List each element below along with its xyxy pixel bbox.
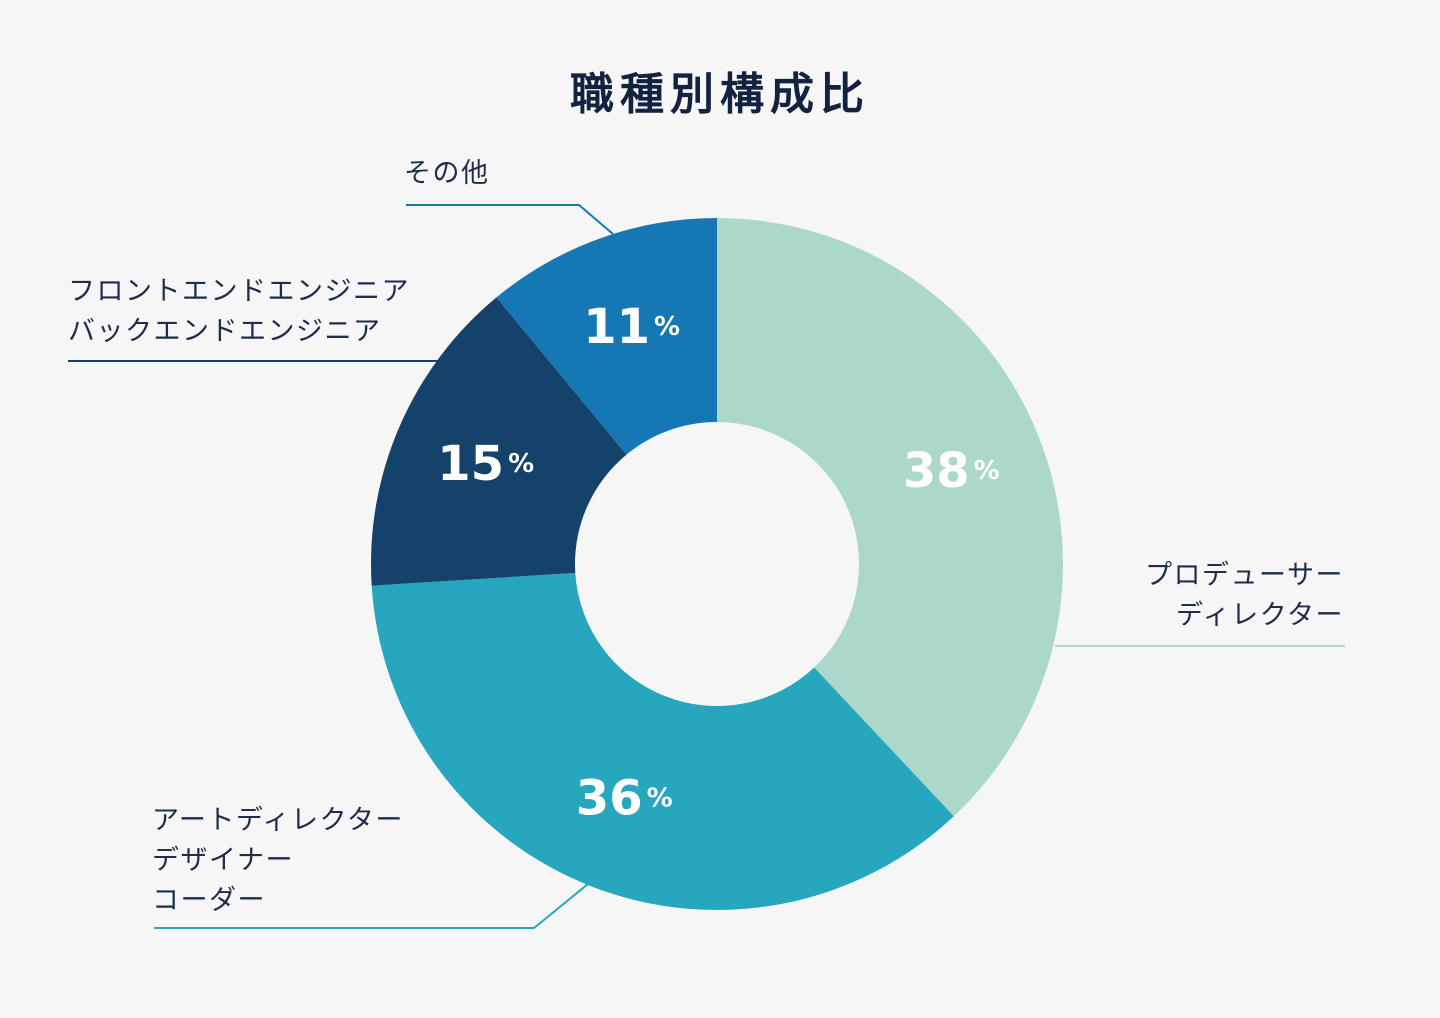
leader-line-art xyxy=(154,883,589,929)
slice-value-label-0: 38% xyxy=(903,443,1000,499)
slice-label-art-designer-coder: アートディレクター デザイナー コーダー xyxy=(152,801,404,921)
donut-slice-1 xyxy=(371,572,954,910)
slice-value-label-1: 36% xyxy=(576,770,673,826)
slice-label-line: アートディレクター xyxy=(152,805,404,836)
slice-label-line: デザイナー xyxy=(152,845,294,876)
slice-label-producer-director: プロデューサー ディレクター xyxy=(1145,556,1344,636)
donut-slice-0 xyxy=(717,218,1063,817)
leader-line-other xyxy=(406,204,614,235)
chart-title: 職種別構成比 xyxy=(570,69,870,120)
slice-label-line: ディレクター xyxy=(1175,600,1344,631)
donut-slice-3 xyxy=(496,218,717,455)
slice-label-line: プロデューサー xyxy=(1145,560,1344,591)
slice-label-line: その他 xyxy=(404,158,490,189)
slice-label-line: バックエンドエンジニア xyxy=(68,316,382,347)
donut-slice-2 xyxy=(370,297,627,586)
slice-value-label-3: 11% xyxy=(583,299,680,355)
slice-value-label-2: 15% xyxy=(437,436,534,492)
slice-label-other: その他 xyxy=(404,154,490,194)
slice-label-line: コーダー xyxy=(152,885,266,916)
slice-label-line: フロントエンドエンジニア xyxy=(68,276,410,307)
slice-label-engineers: フロントエンドエンジニア バックエンドエンジニア xyxy=(68,272,410,352)
